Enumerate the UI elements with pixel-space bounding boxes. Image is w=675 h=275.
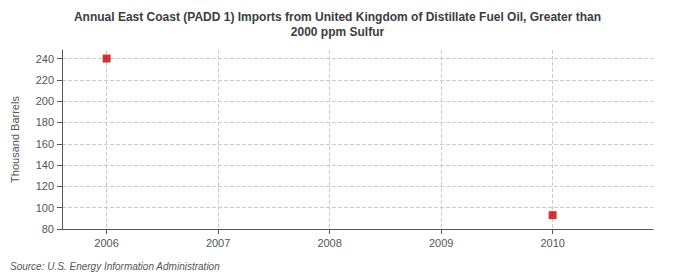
svg-text:120: 120 xyxy=(36,180,54,192)
svg-text:Source: U.S. Energy Informatio: Source: U.S. Energy Information Administ… xyxy=(10,261,220,272)
svg-text:80: 80 xyxy=(42,223,54,235)
svg-text:140: 140 xyxy=(36,159,54,171)
svg-text:160: 160 xyxy=(36,138,54,150)
svg-text:200: 200 xyxy=(36,95,54,107)
svg-text:Annual East Coast (PADD 1) Imp: Annual East Coast (PADD 1) Imports from … xyxy=(74,10,601,24)
svg-text:2009: 2009 xyxy=(429,237,453,249)
svg-text:2008: 2008 xyxy=(317,237,341,249)
svg-text:Thousand Barrels: Thousand Barrels xyxy=(9,96,21,183)
svg-text:220: 220 xyxy=(36,74,54,86)
svg-text:240: 240 xyxy=(36,53,54,65)
svg-text:2007: 2007 xyxy=(206,237,230,249)
svg-text:100: 100 xyxy=(36,202,54,214)
svg-text:2010: 2010 xyxy=(540,237,564,249)
svg-text:2006: 2006 xyxy=(94,237,118,249)
svg-text:180: 180 xyxy=(36,116,54,128)
svg-text:2000 ppm Sulfur: 2000 ppm Sulfur xyxy=(291,25,385,39)
